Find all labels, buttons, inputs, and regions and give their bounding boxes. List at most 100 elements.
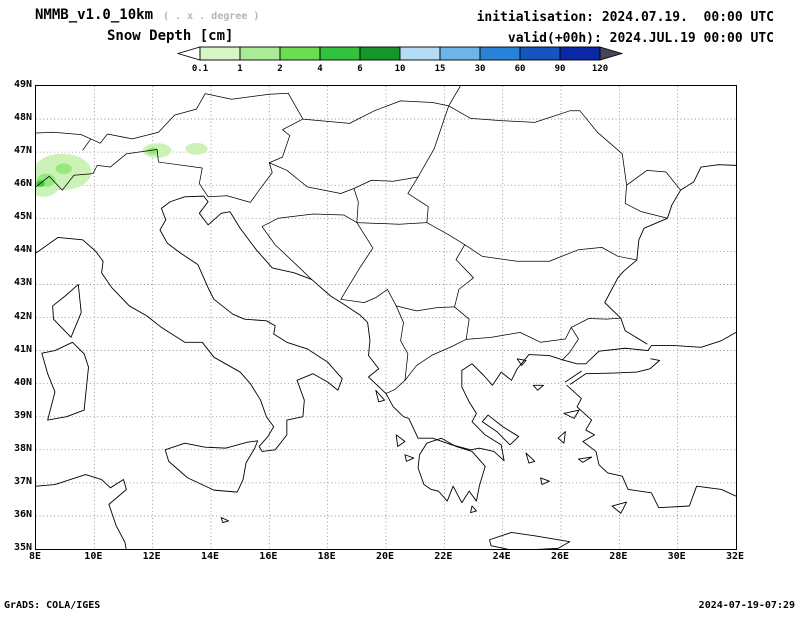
coastline-turkey-aegean xyxy=(567,385,736,507)
border-bulgaria-serbia xyxy=(455,245,474,307)
border-slovenia-croatia xyxy=(208,163,272,203)
grads-credit: GrADS: COLA/IGES xyxy=(4,600,101,611)
initialisation-line: initialisation: 2024.07.19. 00:00 UTC xyxy=(477,7,774,28)
colorbar-tick-label: 90 xyxy=(555,64,566,74)
coastline-euboea xyxy=(482,415,518,445)
lon-tick-label: 28E xyxy=(609,551,628,562)
colorbar-segment xyxy=(519,46,561,61)
valid-line: valid(+00h): 2024.JUL.19 00:00 UTC xyxy=(477,28,774,49)
border-hungary-romania xyxy=(354,106,449,189)
field-title: Snow Depth [cm] xyxy=(107,28,234,44)
border-alps-italy-north xyxy=(36,149,208,196)
valid-label: valid(+00h): xyxy=(507,31,602,46)
colorbar-segment xyxy=(319,46,361,61)
lon-tick-label: 8E xyxy=(28,551,42,562)
colorbar-segment xyxy=(359,46,401,61)
lat-tick-label: 39N xyxy=(13,409,32,421)
border-austria-hungary-slovenia xyxy=(269,93,354,193)
snow-patch xyxy=(146,147,159,155)
model-title: NMMB_v1.0_10km xyxy=(35,7,154,23)
country-borders-layer xyxy=(36,86,681,394)
grid-layer xyxy=(36,86,736,549)
lat-tick-label: 43N xyxy=(13,277,32,289)
lon-tick-label: 26E xyxy=(550,551,570,562)
coastline-islands xyxy=(221,359,626,549)
lat-tick-label: 42N xyxy=(13,310,32,322)
colorbar-segment xyxy=(239,46,281,61)
lat-tick-label: 36N xyxy=(13,508,32,520)
border-danube-bulgaria-romania xyxy=(357,223,637,262)
snow-patch xyxy=(55,163,72,174)
colorbar-segment xyxy=(399,46,441,61)
lon-tick-label: 32E xyxy=(725,551,745,562)
colorbar-tick-label: 120 xyxy=(592,64,608,74)
border-montenegro-kosovo-macedonia xyxy=(341,289,455,310)
lon-tick-label: 30E xyxy=(667,551,686,562)
border-swiss-german-austrian xyxy=(36,93,288,150)
colorbar-tick-label: 6 xyxy=(357,64,362,74)
lat-tick-label: 49N xyxy=(13,79,32,90)
lon-axis: 8E 10E 12E 14E 16E 18E 20E 22E 24E 26E 28E 30E 32E xyxy=(29,551,744,565)
colorbar-tick-label: 60 xyxy=(515,64,526,74)
colorbar-tick-label: 0.1 xyxy=(192,64,208,74)
lat-tick-label: 48N xyxy=(13,112,32,124)
colorbar-segment xyxy=(439,46,481,61)
border-serbia-romania xyxy=(408,177,428,223)
plot-header-right: initialisation: 2024.07.19. 00:00 UTC val… xyxy=(477,7,774,49)
colorbar-tick-label: 15 xyxy=(435,64,446,74)
colorbar-tick-label: 4 xyxy=(317,64,323,74)
coastline-marmara-blacksea-turkey xyxy=(562,332,736,363)
colorbar-tick-label: 2 xyxy=(277,64,282,74)
lat-tick-label: 46N xyxy=(13,178,32,190)
colorbar-tick-label: 1 xyxy=(237,64,242,74)
coastline-blacksea-west xyxy=(605,165,736,344)
lat-axis: 49N 48N 47N 46N 45N 44N 43N 42N 41N 40N 39N 38N 37N 3… xyxy=(4,79,32,553)
lon-tick-label: 14E xyxy=(200,551,220,562)
lat-tick-label: 38N xyxy=(13,442,32,454)
coastlines-layer xyxy=(36,165,736,549)
resolution-note: ( . x . degree ) xyxy=(163,11,260,22)
border-drina xyxy=(341,223,373,300)
coastline-peloponnese xyxy=(418,438,485,502)
init-label: initialisation: xyxy=(476,10,594,25)
colorbar-legend: 0.1 1 2 4 6 10 15 30 60 90 120 xyxy=(177,46,623,74)
init-value: 2024.07.19. 00:00 UTC xyxy=(601,10,774,25)
border-romania-moldova-ukraine xyxy=(449,106,681,218)
colorbar-segment xyxy=(279,46,321,61)
border-albania-east xyxy=(396,306,408,380)
snow-depth-layer xyxy=(36,142,208,197)
lat-tick-label: 35N xyxy=(13,542,32,553)
lat-tick-label: 41N xyxy=(13,343,32,355)
colorbar-segment xyxy=(199,46,241,61)
coastline-adriatic-greece xyxy=(199,196,562,461)
lat-tick-label: 44N xyxy=(13,244,32,256)
coastline-north-africa xyxy=(36,475,126,549)
lat-tick-label: 45N xyxy=(13,211,32,223)
snow-patch xyxy=(185,142,208,155)
colorbar-segment xyxy=(479,46,521,61)
lon-tick-label: 10E xyxy=(84,551,103,562)
lon-tick-label: 12E xyxy=(142,551,161,562)
coastline-marmara-south xyxy=(565,359,659,384)
colorbar-arrow-right xyxy=(599,46,623,61)
coastline-italy xyxy=(36,196,342,451)
colorbar-tick-label: 30 xyxy=(475,64,486,74)
lat-tick-label: 40N xyxy=(13,376,32,388)
border-macedonia-bulgaria xyxy=(455,307,470,339)
lon-tick-label: 16E xyxy=(259,551,278,562)
border-sava-danube-croatia-serbia xyxy=(278,189,358,223)
lon-tick-label: 20E xyxy=(375,551,395,562)
lon-tick-label: 22E xyxy=(434,551,453,562)
colorbar-tick-label: 10 xyxy=(395,64,406,74)
colorbar-segment xyxy=(559,46,601,61)
creation-timestamp: 2024-07-19-07:29 xyxy=(698,600,795,611)
lon-tick-label: 18E xyxy=(317,551,336,562)
coastline-sardinia xyxy=(42,342,89,420)
border-hungary-slovakia xyxy=(303,86,461,123)
map-plot-area xyxy=(35,85,737,550)
map-canvas xyxy=(36,86,736,549)
coastline-sicily xyxy=(165,441,257,492)
lat-tick-label: 37N xyxy=(13,475,32,487)
lat-tick-label: 47N xyxy=(13,145,32,157)
